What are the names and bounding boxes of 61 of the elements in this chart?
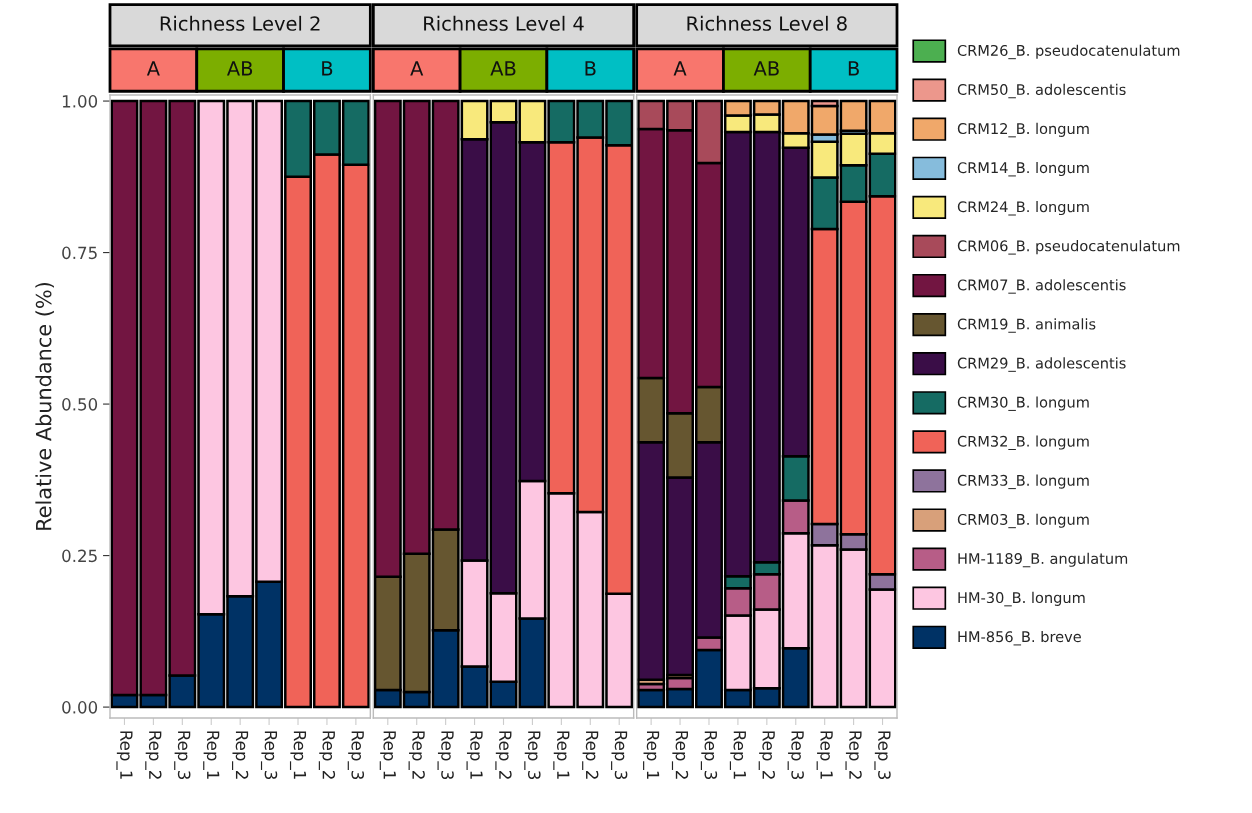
x-tick-label: Rep_2 bbox=[232, 731, 249, 779]
x-tick-label: Rep_1 bbox=[203, 731, 220, 779]
x-tick-label: Rep_1 bbox=[466, 731, 483, 779]
x-tick-label: Rep_1 bbox=[553, 731, 570, 779]
x-tick-label: Rep_3 bbox=[611, 731, 628, 780]
x-tick-label: Rep_1 bbox=[116, 731, 133, 779]
legend-label: CRM07_B. adolescentis bbox=[957, 279, 1126, 294]
legend-label: HM-30_B. longum bbox=[958, 591, 1085, 607]
y-tick-label: 0.00 bbox=[62, 701, 98, 714]
x-tick-label: Rep_1 bbox=[816, 731, 833, 779]
legend-label: HM-1189_B. angulatum bbox=[958, 552, 1128, 568]
text: A bbox=[673, 61, 687, 76]
text: AB bbox=[490, 61, 516, 76]
x-tick-label: Rep_1 bbox=[379, 731, 396, 779]
legend-label: CRM03_B. longum bbox=[957, 513, 1089, 529]
x-tick-label: Rep_3 bbox=[347, 731, 365, 780]
legend-label: CRM30_B. longum bbox=[957, 396, 1089, 411]
x-tick-label: Rep_3 bbox=[700, 731, 718, 780]
x-tick-label: Rep_2 bbox=[671, 731, 689, 779]
legend-label: CRM32_B. longum bbox=[957, 435, 1089, 451]
y-tick-label: 0.75 bbox=[62, 246, 97, 260]
text: AB bbox=[227, 61, 253, 76]
legend-label: CRM06_B. pseudocatenulatum bbox=[957, 240, 1180, 255]
x-tick-label: Rep_3 bbox=[437, 731, 454, 780]
text: B bbox=[322, 61, 333, 76]
x-tick-label: Rep_2 bbox=[408, 731, 425, 779]
x-tick-label: Rep_3 bbox=[874, 731, 891, 780]
legend-label: CRM29_B. adolescentis bbox=[957, 357, 1126, 372]
legend-label: CRM14_B. longum bbox=[957, 161, 1089, 177]
text: A bbox=[410, 61, 424, 76]
legend-label: CRM50_B. adolescentis bbox=[957, 83, 1126, 99]
legend-label: CRM19_B. animalis bbox=[957, 318, 1096, 333]
legend-label: CRM12_B. longum bbox=[957, 122, 1089, 138]
y-axis-title: Relative Abundance (%) bbox=[35, 282, 54, 530]
text: B bbox=[585, 61, 596, 76]
x-tick-label: Rep_2 bbox=[845, 731, 862, 779]
x-tick-label: Rep_3 bbox=[260, 731, 278, 780]
legend-label: CRM26_B. pseudocatenulatum bbox=[957, 44, 1180, 60]
text: A bbox=[146, 61, 160, 76]
y-tick-label: 0.25 bbox=[62, 549, 97, 563]
x-tick-label: Rep_3 bbox=[174, 731, 191, 780]
legend-label: CRM33_B. longum bbox=[957, 474, 1089, 490]
x-tick-label: Rep_2 bbox=[495, 731, 512, 779]
x-tick-label: Rep_1 bbox=[289, 731, 307, 779]
x-tick-label: Rep_3 bbox=[787, 731, 804, 780]
x-tick-label: Rep_2 bbox=[318, 731, 336, 779]
chart-title: Richness Level 8 bbox=[687, 15, 847, 31]
x-tick-label: Rep_3 bbox=[524, 731, 541, 780]
y-tick-label: 0.50 bbox=[62, 398, 98, 411]
chart-title: Richness Level 2 bbox=[160, 15, 320, 31]
legend-label: HM-856_B. breve bbox=[958, 630, 1081, 646]
x-tick-label: Rep_1 bbox=[729, 731, 746, 779]
text: B bbox=[848, 61, 859, 76]
y-tick-label: 1.00 bbox=[62, 95, 98, 108]
x-tick-label: Rep_1 bbox=[643, 731, 660, 779]
x-tick-label: Rep_2 bbox=[582, 731, 599, 779]
legend-label: CRM24_B. longum bbox=[957, 200, 1089, 216]
x-tick-label: Rep_2 bbox=[145, 731, 162, 779]
text: AB bbox=[753, 61, 779, 76]
chart-title: Richness Level 4 bbox=[424, 15, 584, 31]
x-tick-label: Rep_2 bbox=[758, 731, 775, 779]
